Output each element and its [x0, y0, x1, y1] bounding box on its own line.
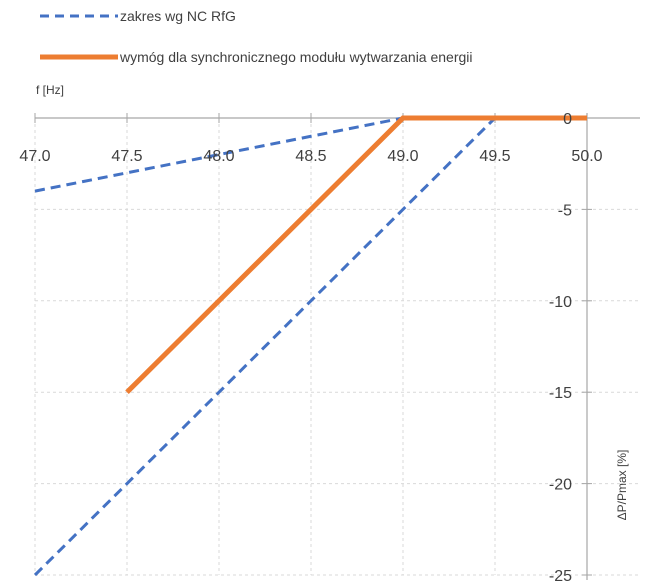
- nc-rfg-range-line-1: [33, 116, 497, 577]
- x-tick-label: 50.0: [571, 148, 602, 165]
- x-tick-label: 47.0: [19, 148, 50, 165]
- y-tick-label: -25: [549, 568, 572, 585]
- x-tick-label: 47.5: [111, 148, 142, 165]
- y-tick-label: -10: [549, 294, 572, 311]
- y-tick-label: 0: [563, 111, 572, 128]
- y-tick-label: -20: [549, 477, 572, 494]
- y-tick-label: -5: [558, 202, 572, 219]
- legend-label-synchronous-requirement: wymóg dla synchronicznego modułu wytwarz…: [119, 49, 473, 65]
- tick-labels: 47.0 47.5 48.0 48.5 49.0 49.5 50.0 0 -5 -10 -15 -20…: [19, 111, 602, 585]
- x-axis-title: f [Hz]: [36, 83, 64, 97]
- x-tick-label: 49.0: [387, 148, 418, 165]
- legend: zakres wg NC RfG wymóg dla synchroniczne…: [40, 8, 473, 65]
- series-layer: [33, 115, 587, 577]
- y-tick-label: -15: [549, 385, 572, 402]
- synchronous-requirement-line-0: [125, 115, 587, 394]
- x-tick-label: 49.5: [479, 148, 510, 165]
- y-axis-title: ΔP/Pmax [%]: [615, 450, 629, 521]
- legend-label-nc-rfg: zakres wg NC RfG: [120, 8, 236, 24]
- x-tick-label: 48.5: [295, 148, 326, 165]
- nc-rfg-range-line-0: [34, 116, 404, 193]
- x-tick-label: 48.0: [203, 148, 234, 165]
